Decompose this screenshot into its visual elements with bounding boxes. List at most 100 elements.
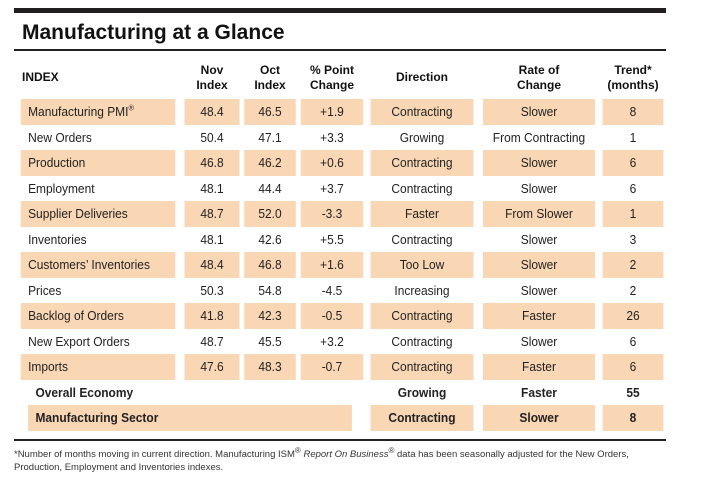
cell-direction: Faster bbox=[370, 201, 474, 227]
cell-direction: Contracting bbox=[391, 231, 453, 247]
header-rate: Rate of Change bbox=[516, 62, 561, 92]
cell-nov: 50.3 bbox=[200, 282, 224, 298]
cell-direction: Contracting bbox=[391, 180, 453, 196]
cell-oct: 48.3 bbox=[244, 354, 296, 380]
table-row: Prices 50.3 54.8 -4.5 Increasing Slower 2 bbox=[14, 278, 666, 304]
cell-trend: 8 bbox=[602, 99, 664, 125]
cell-oct: 54.8 bbox=[258, 282, 282, 298]
cell-index: New Orders bbox=[28, 129, 92, 145]
cell-change: +5.5 bbox=[320, 231, 344, 247]
cell-trend: 8 bbox=[602, 405, 664, 431]
table-row: Inventories 48.1 42.6 +5.5 Contracting Slower… bbox=[14, 227, 666, 253]
cell-rate: Slower bbox=[482, 252, 596, 278]
cell-index: Overall Economy bbox=[35, 384, 134, 400]
cell-index: New Export Orders bbox=[28, 333, 130, 349]
cell-rate: Slower bbox=[520, 282, 558, 298]
cell-index: Supplier Deliveries bbox=[20, 201, 176, 227]
cell-index: Manufacturing Sector bbox=[28, 405, 352, 431]
table-row: Imports 47.6 48.3 -0.7 Contracting Faster 6 bbox=[14, 354, 666, 380]
cell-rate: Slower bbox=[482, 99, 596, 125]
footnote: *Number of months moving in current dire… bbox=[14, 445, 629, 473]
cell-trend: 2 bbox=[629, 282, 637, 298]
cell-nov: 50.4 bbox=[200, 129, 224, 145]
cell-index: Imports bbox=[20, 354, 176, 380]
cell-direction: Contracting bbox=[370, 303, 474, 329]
cell-direction: Contracting bbox=[370, 405, 474, 431]
glance-table: INDEX Nov Index Oct Index % Point Change Di… bbox=[14, 56, 666, 431]
cell-change: +1.9 bbox=[300, 99, 364, 125]
table-row: Manufacturing PMI® 48.4 46.5 +1.9 Contractin… bbox=[14, 99, 666, 125]
cell-oct: 42.6 bbox=[258, 231, 282, 247]
cell-nov: 48.7 bbox=[200, 333, 224, 349]
cell-change: -0.5 bbox=[300, 303, 364, 329]
cell-nov: 48.4 bbox=[184, 252, 240, 278]
cell-direction: Too Low bbox=[370, 252, 474, 278]
summary-row: Overall Economy Growing Faster 55 bbox=[14, 380, 666, 406]
cell-nov: 48.1 bbox=[200, 231, 224, 247]
table-row: Employment 48.1 44.4 +3.7 Contracting Slower 6 bbox=[14, 176, 666, 202]
cell-change: +3.2 bbox=[320, 333, 344, 349]
cell-trend: 55 bbox=[626, 384, 640, 400]
cell-trend: 3 bbox=[629, 231, 637, 247]
table-row: Production 46.8 46.2 +0.6 Contracting Slower 6 bbox=[14, 150, 666, 176]
cell-direction: Contracting bbox=[391, 333, 453, 349]
cell-trend: 6 bbox=[629, 180, 637, 196]
cell-direction: Contracting bbox=[370, 99, 474, 125]
summary-row: Manufacturing Sector Contracting Slower 8 bbox=[14, 405, 666, 431]
cell-oct: 45.5 bbox=[258, 333, 282, 349]
cell-oct: 46.5 bbox=[244, 99, 296, 125]
cell-rate: Faster bbox=[482, 303, 596, 329]
cell-nov: 48.4 bbox=[184, 99, 240, 125]
cell-direction: Growing bbox=[399, 129, 445, 145]
cell-change: +1.6 bbox=[300, 252, 364, 278]
table-row: Customers’ Inventories 48.4 46.8 +1.6 Too Lo… bbox=[14, 252, 666, 278]
page-title: Manufacturing at a Glance bbox=[22, 21, 285, 44]
cell-oct: 52.0 bbox=[244, 201, 296, 227]
cell-rate: Slower bbox=[482, 150, 596, 176]
cell-trend: 1 bbox=[602, 201, 664, 227]
cell-nov: 48.1 bbox=[200, 180, 224, 196]
bottom-rule bbox=[14, 439, 666, 441]
title-rule bbox=[14, 49, 666, 51]
cell-change: -4.5 bbox=[321, 282, 343, 298]
cell-rate: From Slower bbox=[482, 201, 596, 227]
cell-trend: 6 bbox=[602, 354, 664, 380]
cell-index: Manufacturing PMI® bbox=[20, 99, 176, 125]
cell-direction: Contracting bbox=[370, 150, 474, 176]
header-nov: Nov Index bbox=[196, 62, 228, 92]
cell-index: Inventories bbox=[28, 231, 87, 247]
header-row: INDEX Nov Index Oct Index % Point Change Di… bbox=[14, 56, 666, 99]
cell-trend: 2 bbox=[602, 252, 664, 278]
cell-index: Customers’ Inventories bbox=[20, 252, 176, 278]
cell-nov: 46.8 bbox=[184, 150, 240, 176]
cell-change: +3.7 bbox=[320, 180, 344, 196]
header-pct-change: % Point Change bbox=[309, 62, 354, 92]
cell-rate: Slower bbox=[482, 405, 596, 431]
cell-nov: 41.8 bbox=[184, 303, 240, 329]
cell-trend: 26 bbox=[602, 303, 664, 329]
header-oct: Oct Index bbox=[254, 62, 286, 92]
cell-index: Backlog of Orders bbox=[20, 303, 176, 329]
cell-oct: 44.4 bbox=[258, 180, 282, 196]
cell-trend: 6 bbox=[629, 333, 637, 349]
cell-rate: Faster bbox=[521, 384, 557, 400]
cell-trend: 1 bbox=[629, 129, 637, 145]
table-row: New Export Orders 48.7 45.5 +3.2 Contracting… bbox=[14, 329, 666, 355]
table-row: Backlog of Orders 41.8 42.3 -0.5 Contracting… bbox=[14, 303, 666, 329]
header-direction: Direction bbox=[395, 70, 448, 84]
table-row: Supplier Deliveries 48.7 52.0 -3.3 Faster Fro… bbox=[14, 201, 666, 227]
cell-change: -0.7 bbox=[300, 354, 364, 380]
cell-rate: Slower bbox=[520, 231, 558, 247]
cell-oct: 47.1 bbox=[258, 129, 282, 145]
cell-direction: Contracting bbox=[370, 354, 474, 380]
cell-index: Prices bbox=[28, 282, 62, 298]
cell-direction: Growing bbox=[397, 384, 447, 400]
header-trend: Trend* (months) bbox=[607, 62, 659, 92]
cell-rate: From Contracting bbox=[492, 129, 586, 145]
cell-rate: Slower bbox=[520, 180, 558, 196]
cell-index: Production bbox=[20, 150, 176, 176]
cell-trend: 6 bbox=[602, 150, 664, 176]
cell-change: +0.6 bbox=[300, 150, 364, 176]
cell-nov: 47.6 bbox=[184, 354, 240, 380]
cell-nov: 48.7 bbox=[184, 201, 240, 227]
